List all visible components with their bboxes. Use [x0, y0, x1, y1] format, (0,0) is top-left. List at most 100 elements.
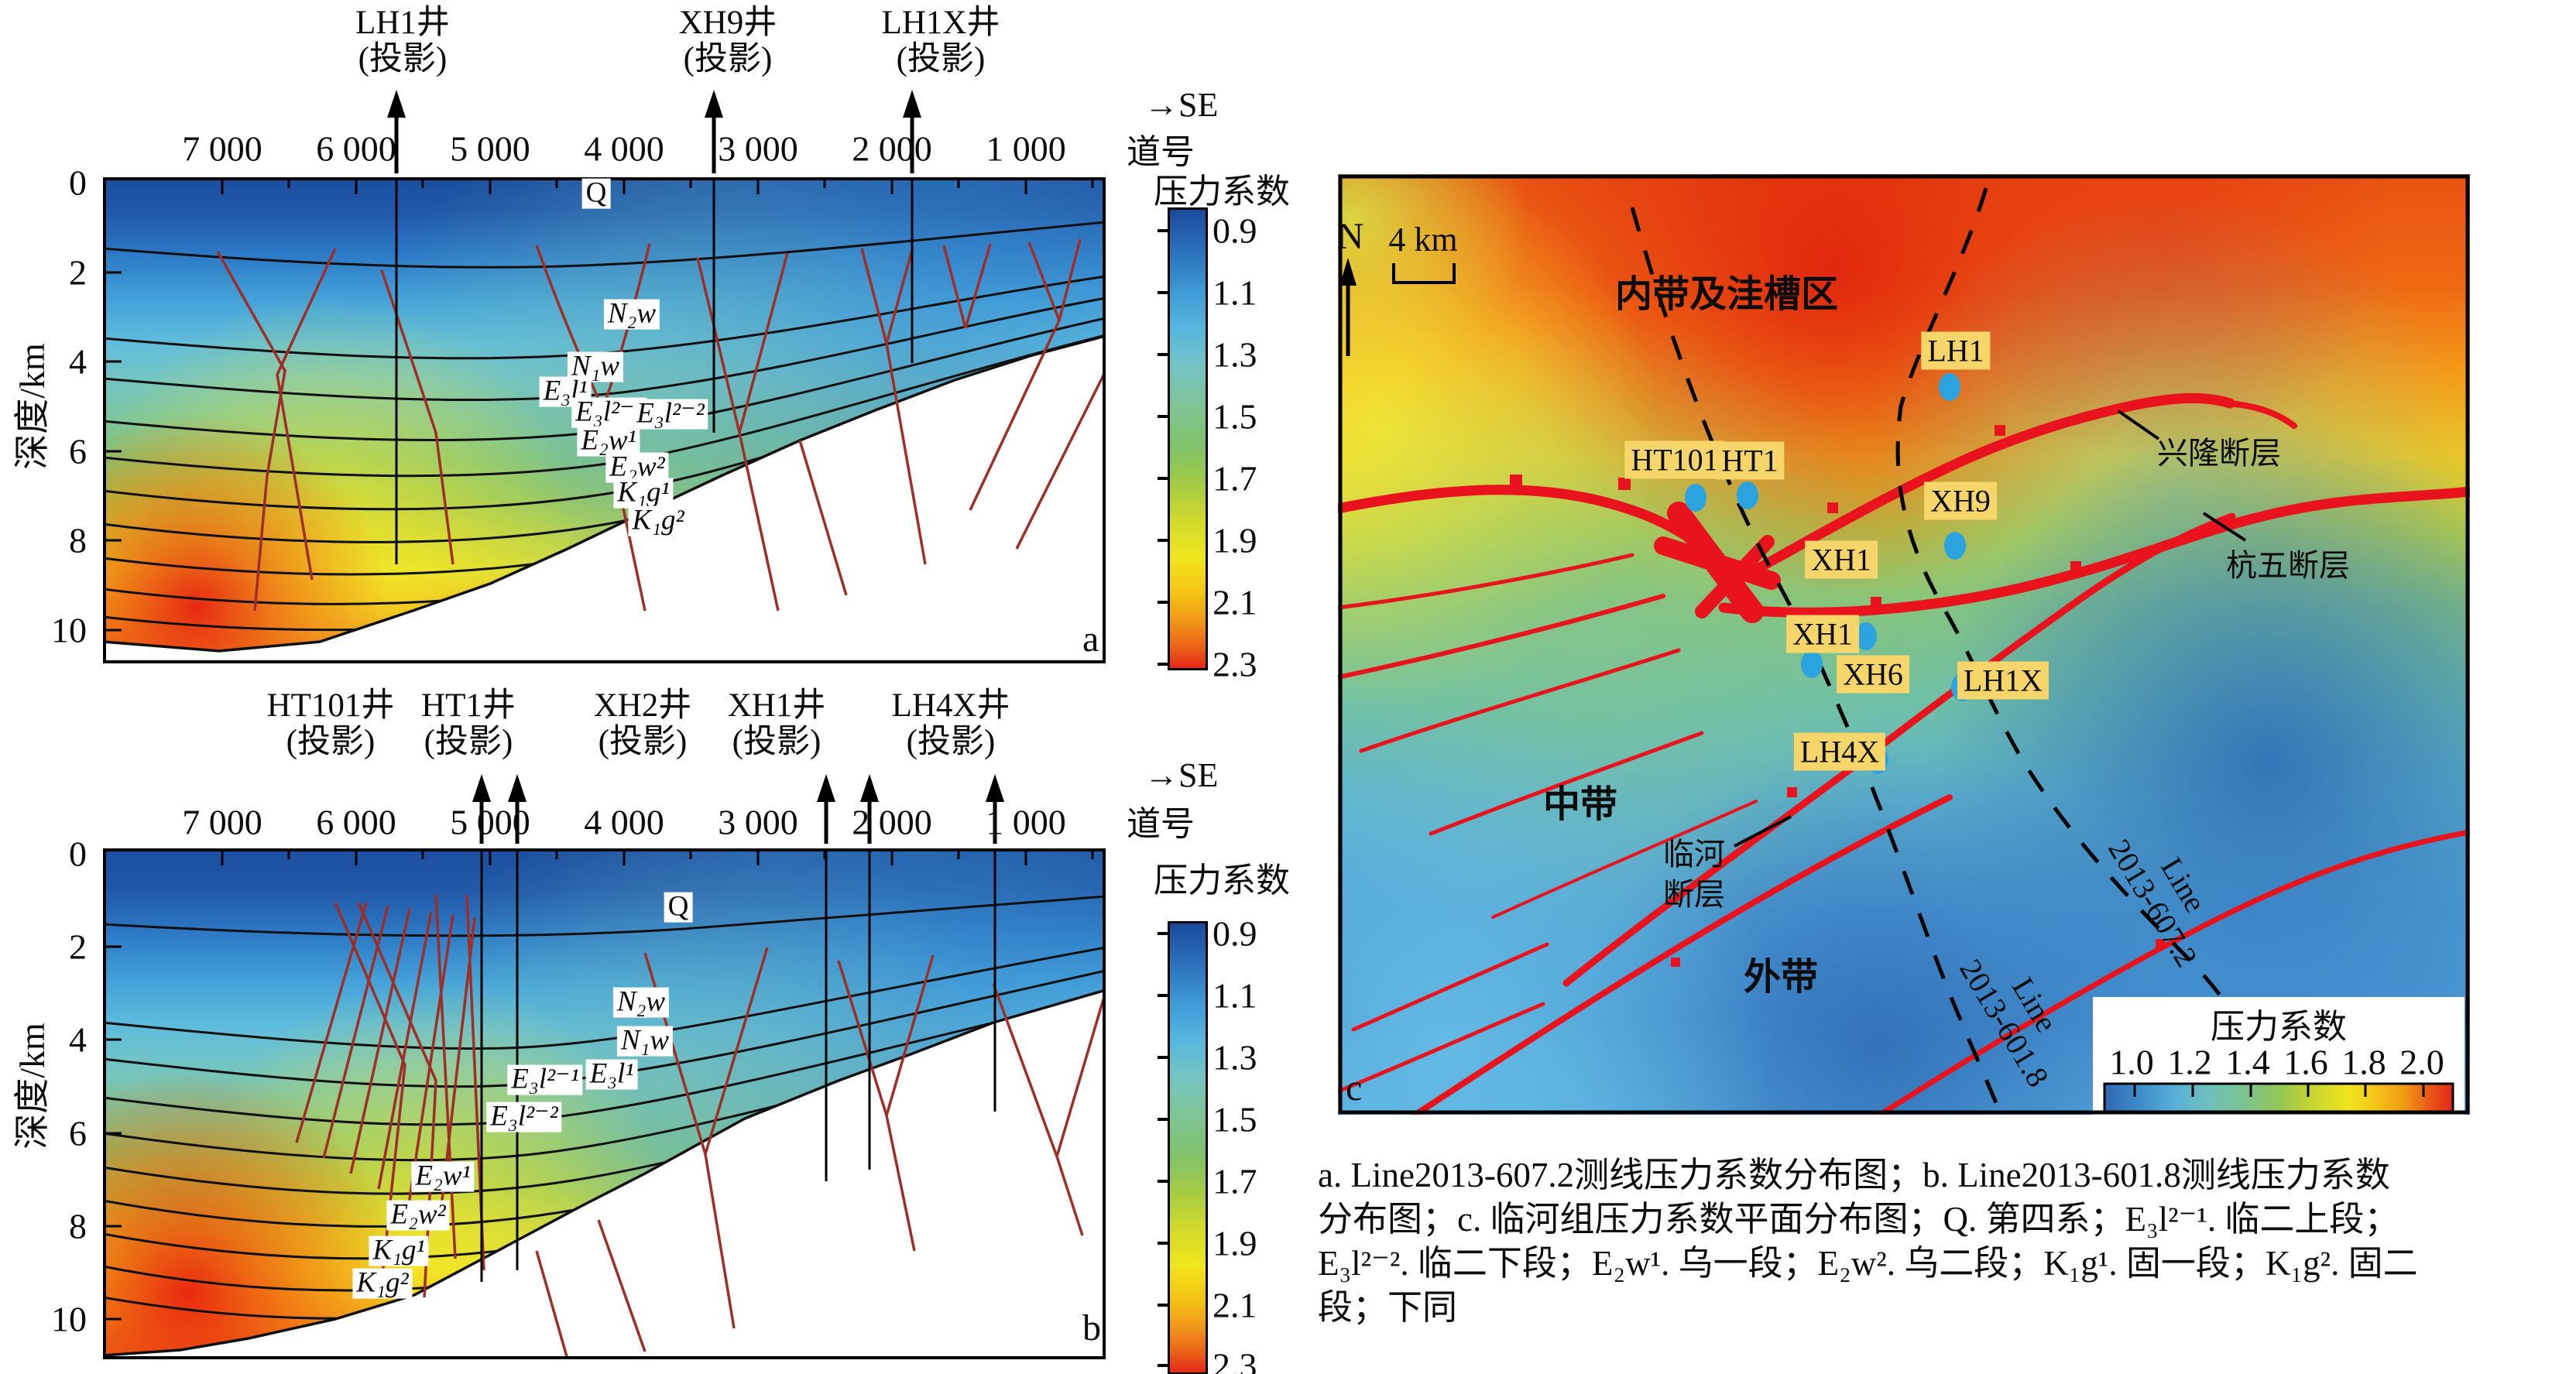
stratum-label-e2w2: E₂w²: [605, 452, 669, 483]
colorbar-dash: [1158, 994, 1169, 997]
well-proj: (投影): [732, 724, 822, 761]
colorbar-tick-b: 1.1: [1213, 975, 1257, 1016]
map-well-xh9: XH9: [1924, 481, 1997, 520]
colorbar-b: [1168, 921, 1208, 1374]
basement-white-a: [103, 336, 1106, 663]
axis-ticks-a: [105, 179, 1094, 632]
stratum-label-e3l1: E₃l¹: [585, 1059, 638, 1090]
colorbar-dash: [1158, 539, 1169, 542]
caption-line-1: a. Line2013-607.2测线压力系数分布图；b. Line2013-6…: [1318, 1156, 2390, 1194]
colorbar-dash: [1158, 1304, 1169, 1307]
legend-tick-c: 1.0: [2109, 1042, 2154, 1082]
well-label-lh1x: LH1X井 (投影): [882, 5, 1000, 78]
colorbar-tick-a: 1.1: [1213, 272, 1257, 313]
depth-tick-b: 0: [69, 834, 87, 874]
colorbar-dash: [1158, 353, 1169, 356]
colorbar-title-a: 压力系数: [1154, 173, 1290, 211]
stratum-label-e3l22: E₃l²⁻²: [486, 1102, 562, 1132]
colorbar-tick-a: 1.9: [1213, 520, 1257, 560]
well-proj: (投影): [896, 41, 986, 78]
well-name: LH1井: [355, 5, 450, 41]
legend-tick-c: 1.6: [2283, 1042, 2328, 1082]
well-label-ht1: HT1井 (投影): [421, 687, 516, 761]
trace-tick-b: 1 000: [986, 802, 1066, 842]
colorbar-dash: [1158, 1180, 1169, 1183]
colorbar-tick-b: 1.7: [1213, 1161, 1257, 1201]
trace-tick-b: 6 000: [316, 802, 396, 842]
depth-tick-b: 6: [69, 1113, 87, 1153]
colorbar-tick-b: 1.3: [1213, 1037, 1257, 1078]
caption-line-4: 段；下同: [1318, 1288, 1458, 1327]
pressure-map-c: [1338, 174, 2470, 1115]
caption-line-2: 分布图；c. 临河组压力系数平面分布图；Q. 第四系；E₃l²⁻¹. 临二上段；: [1318, 1200, 2399, 1239]
well-name: HT1井: [421, 687, 516, 724]
caption-line-3: E₃l²⁻². 临二下段；E₂w¹. 乌一段；E₂w². 乌二段；K₁g¹. 固…: [1318, 1244, 2418, 1283]
colorbar-tick-a: 1.5: [1213, 396, 1257, 437]
fault-label-linhe-1: 临河: [1663, 837, 1725, 872]
trace-tick-a: 3 000: [718, 128, 798, 169]
map-well-lh1x: LH1X: [1957, 661, 2049, 700]
section-b-border: [103, 848, 1106, 1359]
stratum-label-e2w1: E₂w¹: [577, 426, 640, 457]
colorbar-tick-a: 2.3: [1213, 644, 1257, 684]
colorbar-tick-a: 1.7: [1213, 458, 1257, 499]
well-label-xh9: XH9井 (投影): [679, 5, 777, 78]
trace-tick-b: 7 000: [182, 802, 262, 842]
well-name: HT101井: [266, 687, 395, 724]
line-2013-607-2-trace: [1895, 187, 2238, 1021]
legend-tick-c: 1.2: [2167, 1042, 2212, 1082]
stratum-label-k1g2: K₁g²: [352, 1268, 413, 1299]
zone-label-middle: 中带: [1542, 784, 1618, 825]
depth-tick-a: 6: [69, 431, 87, 471]
se-arrow-icon: →: [1144, 756, 1178, 794]
trace-tick-a: 5 000: [450, 128, 530, 169]
stratum-label-q: Q: [664, 892, 693, 923]
colorbar-dash: [1158, 1364, 1169, 1367]
basement-white-b: [103, 990, 1106, 1359]
north-label: N: [1336, 216, 1364, 257]
depth-tick-b: 10: [51, 1299, 87, 1339]
colorbar-dash: [1158, 415, 1169, 418]
fault-label-hangwu: 杭五断层: [2226, 548, 2350, 583]
colorbar-dash: [1158, 291, 1169, 294]
well-proj: (投影): [424, 724, 513, 761]
colorbar-dash: [1158, 477, 1169, 480]
se-direction-b: →SE: [1144, 756, 1218, 795]
colorbar-tick-a: 0.9: [1213, 211, 1257, 251]
colorbar-dash: [1158, 1118, 1169, 1121]
se-text: SE: [1178, 756, 1219, 794]
stratum-label-e3l22: E₃l²⁻²: [633, 399, 708, 430]
trace-tick-a: 4 000: [584, 128, 664, 169]
map-well-lh4x: LH4X: [1793, 732, 1886, 771]
colorbar-tick-b: 1.9: [1213, 1223, 1257, 1263]
legend-tick-c: 1.8: [2341, 1042, 2386, 1082]
stratum-label-n1w: N₁w: [616, 1026, 674, 1057]
stratum-label-e2w2: E₂w²: [386, 1200, 450, 1231]
well-proj: (投影): [683, 41, 773, 78]
scale-bar: [1392, 263, 1456, 284]
depth-tick-a: 8: [69, 520, 87, 560]
depth-axis-label-b: 深度/km: [12, 1023, 52, 1150]
well-label-xh1: XH1井 (投影): [728, 687, 826, 761]
map-faults: [1338, 392, 2470, 1115]
map-well-ht1: HT1: [1715, 441, 1785, 480]
stratum-label-e3l21: E₃l²⁻¹: [571, 397, 647, 428]
legend-tick-c: 1.4: [2225, 1042, 2270, 1082]
legend-title-c: 压力系数: [2211, 1008, 2347, 1046]
trace-tick-a: 2 000: [852, 128, 932, 169]
trace-tick-a: 7 000: [182, 128, 262, 169]
stratum-label-n2w: N₂w: [603, 299, 660, 330]
depth-tick-b: 2: [69, 927, 87, 967]
colorbar-title-b: 压力系数: [1154, 862, 1290, 899]
colorbar-dash: [1158, 601, 1169, 604]
well-label-xh2: XH2井 (投影): [594, 687, 692, 761]
stratum-label-n2w: N₂w: [612, 987, 670, 1018]
trace-tick-b: 4 000: [584, 802, 664, 842]
colorbar-tick-a: 1.3: [1213, 334, 1257, 375]
depth-tick-a: 0: [69, 163, 87, 203]
colorbar-tick-b: 2.3: [1213, 1345, 1257, 1374]
stratum-label-n1w: N₁w: [567, 351, 624, 382]
well-proj: (投影): [906, 724, 996, 761]
well-tracks-b: [480, 851, 996, 1282]
trace-axis-label-b: 道号: [1127, 805, 1195, 843]
